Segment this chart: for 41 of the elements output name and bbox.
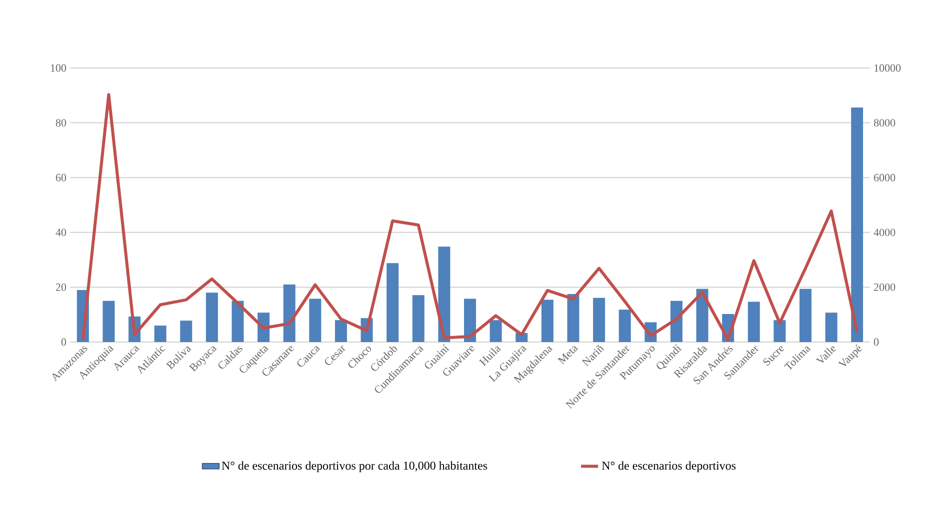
x-tick-label: Valle	[816, 346, 836, 362]
bar	[464, 298, 476, 342]
bar	[618, 310, 631, 342]
bar	[799, 288, 812, 342]
bar	[232, 300, 244, 342]
bar	[541, 300, 554, 342]
bar	[567, 294, 580, 342]
bar	[180, 320, 192, 342]
y-tick-label: 60	[56, 174, 66, 182]
y2-tick-label: 0	[874, 338, 879, 346]
y2-tick-label: 4000	[874, 228, 896, 236]
y-tick-label: 0	[61, 338, 66, 346]
bar	[696, 288, 708, 342]
bar	[490, 320, 502, 342]
bar	[438, 246, 450, 342]
legend-label: N° de escenarios deportivos	[602, 461, 736, 472]
bar	[386, 263, 399, 342]
x-tick-label: Meta	[557, 346, 578, 365]
bar	[825, 312, 838, 342]
y2-tick-label: 10000	[874, 64, 901, 72]
y-tick-label: 100	[50, 64, 66, 72]
y-tick-label: 20	[56, 283, 66, 291]
y-tick-label: 80	[56, 119, 66, 127]
bar	[593, 298, 606, 342]
bar	[851, 107, 864, 342]
y2-tick-label: 6000	[874, 174, 896, 182]
bar	[206, 292, 218, 342]
bar	[283, 284, 296, 342]
bar	[154, 326, 166, 342]
y-tick-label: 40	[56, 228, 66, 236]
legend-label: N° de escenarios deportivos por cada 10,000 habitantes	[222, 461, 488, 472]
bar	[412, 295, 424, 342]
bar	[309, 298, 322, 342]
bar	[774, 320, 786, 342]
bar	[102, 300, 115, 342]
line-series	[81, 93, 859, 342]
bar	[670, 300, 682, 342]
bar	[748, 302, 760, 342]
bar	[334, 320, 347, 342]
y2-tick-label: 2000	[874, 283, 896, 291]
y2-tick-label: 8000	[874, 119, 896, 127]
